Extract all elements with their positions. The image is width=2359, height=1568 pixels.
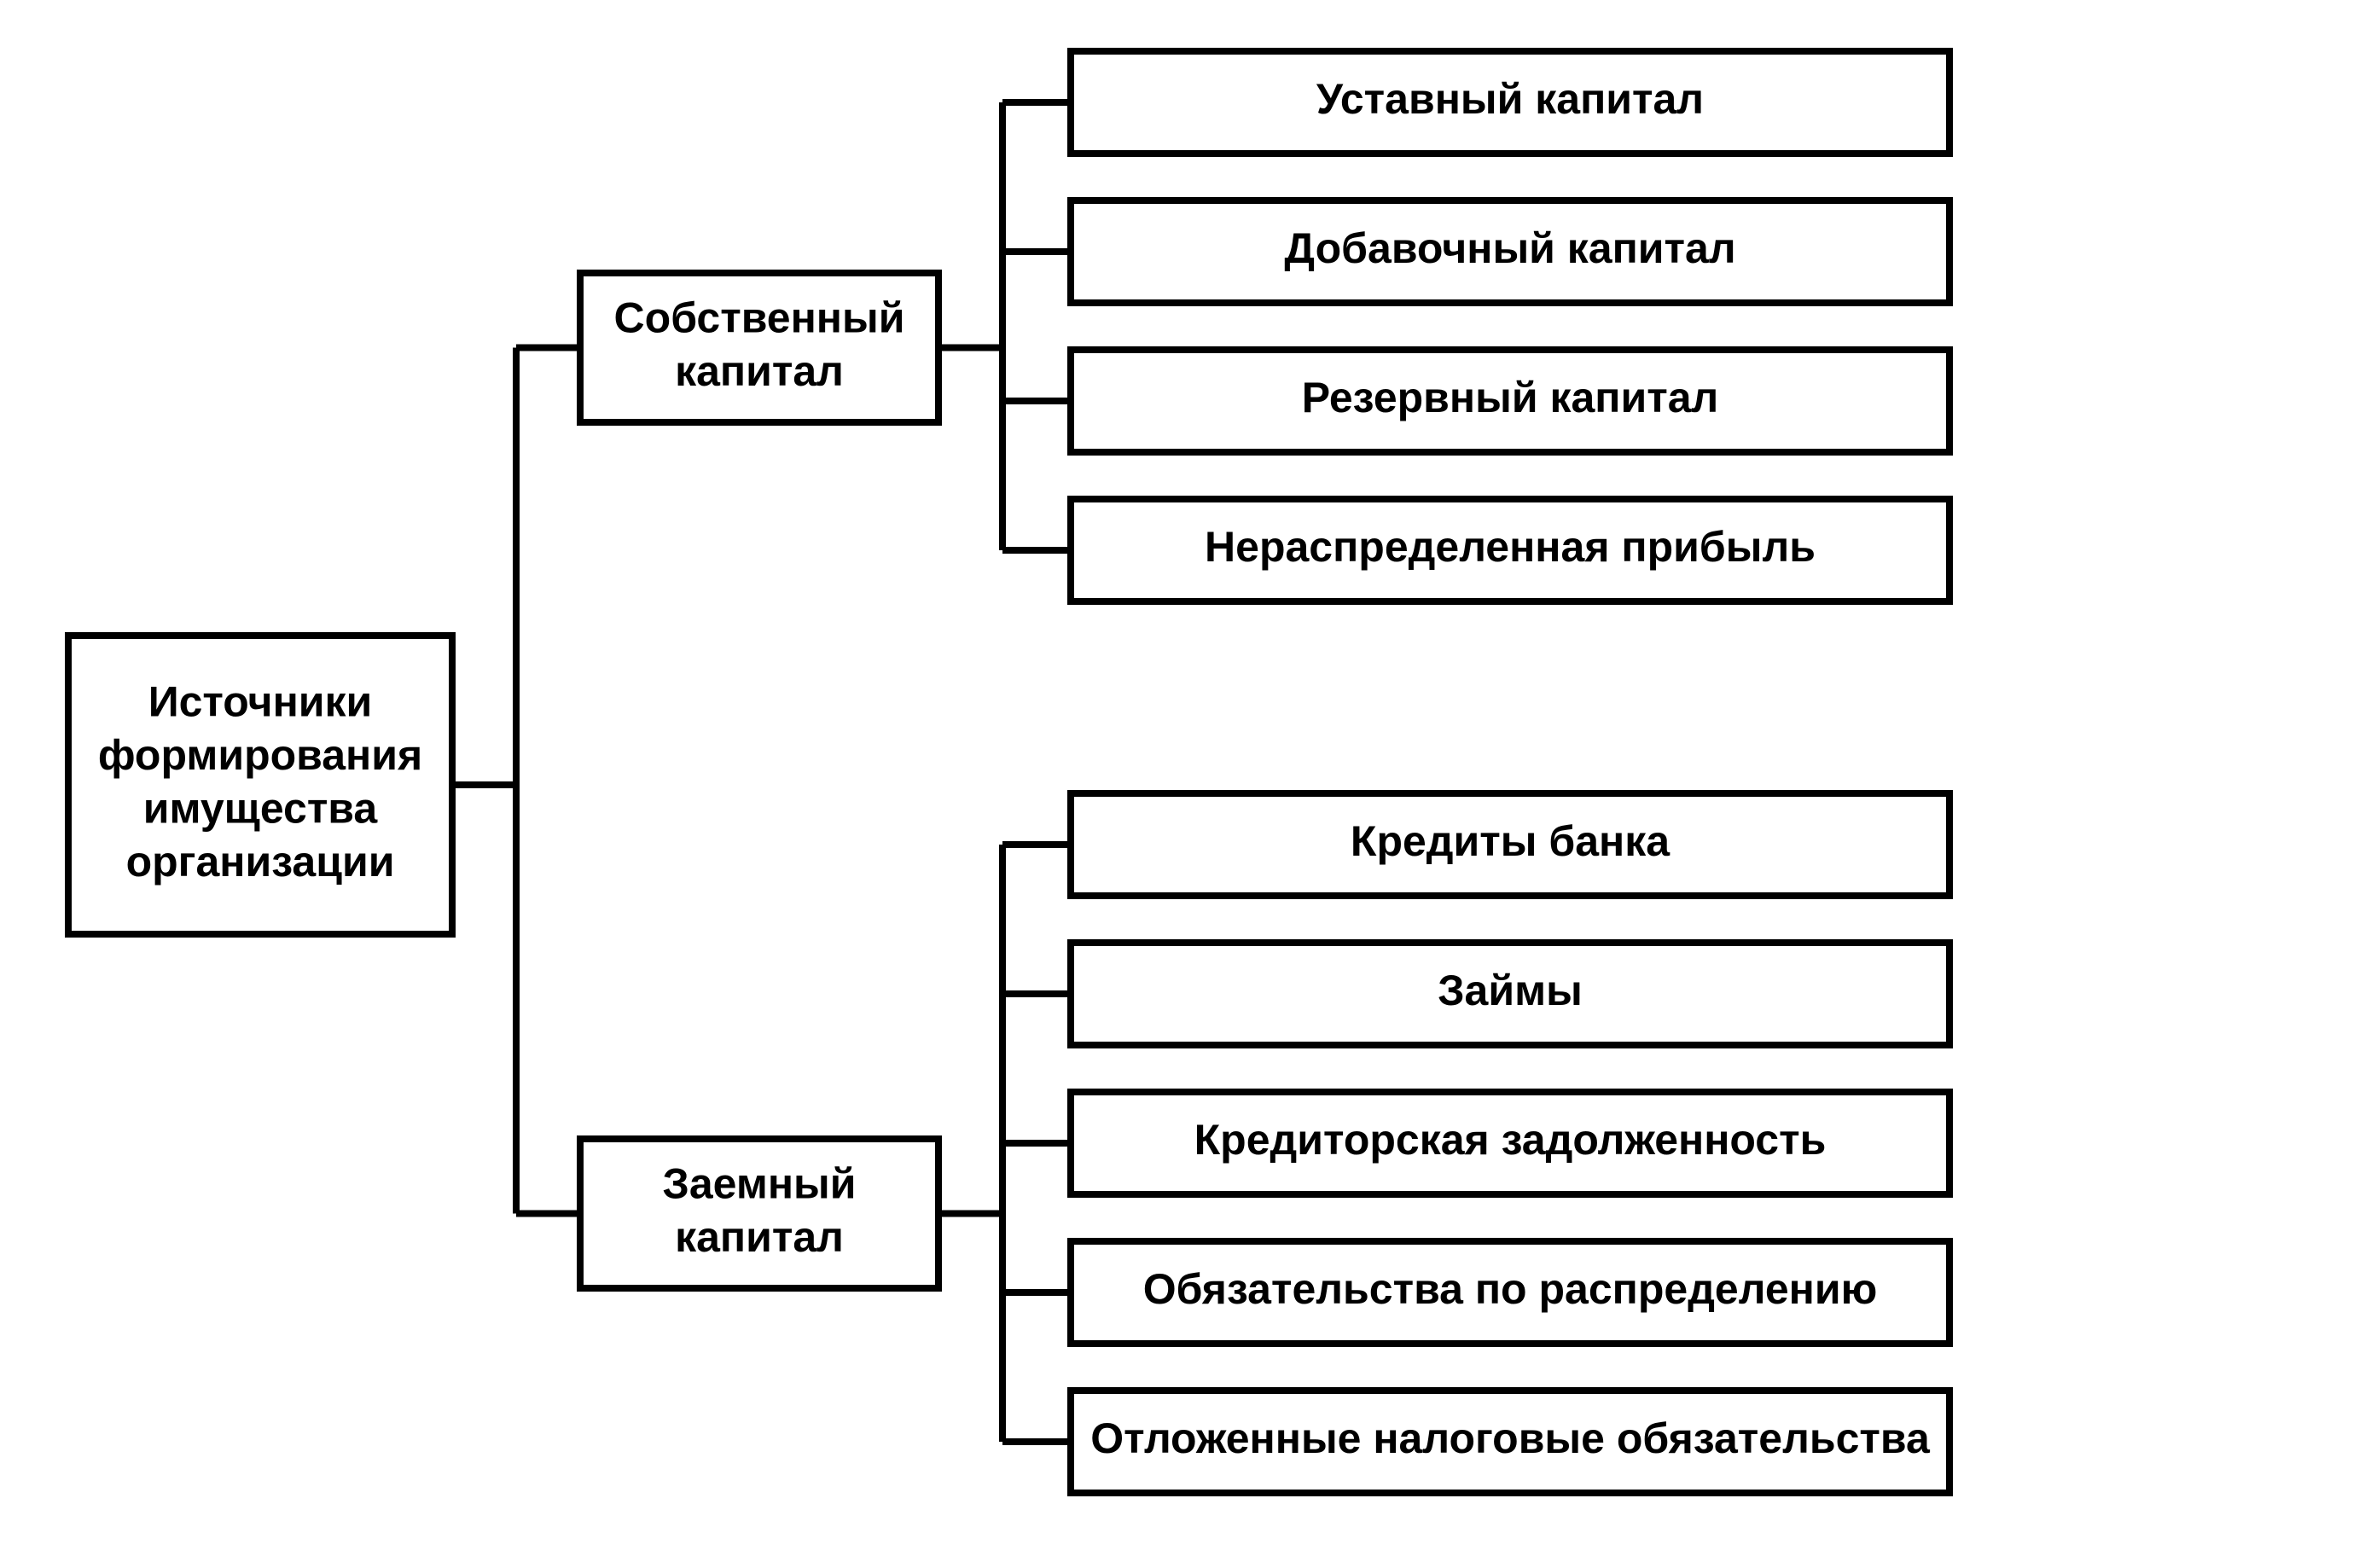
hierarchy-diagram: Источники формирования имущества организаци… (0, 0, 2359, 1568)
root-node-label: формирования (98, 731, 422, 779)
leaf-loan-4-label: Отложенные налоговые обязательства (1090, 1414, 1931, 1462)
mid-node-own-capital-label: Собственный (614, 293, 905, 341)
leaf-own-1-label: Добавочный капитал (1284, 224, 1735, 272)
root-node-label: организации (126, 838, 395, 886)
leaf-loan-0-label: Кредиты банка (1351, 817, 1670, 865)
root-node-label: имущества (143, 784, 379, 832)
mid-node-own-capital-label: капитал (675, 347, 844, 395)
leaf-loan-1-label: Займы (1438, 967, 1583, 1014)
leaf-own-0-label: Уставный капитал (1316, 75, 1704, 123)
leaf-own-2-label: Резервный капитал (1302, 374, 1719, 421)
mid-node-loan-capital-label: Заемный (663, 1159, 857, 1207)
leaf-own-3-label: Нераспределенная прибыль (1205, 523, 1816, 571)
mid-node-loan-capital-label: капитал (675, 1213, 844, 1261)
leaf-loan-2-label: Кредиторская задолженность (1194, 1116, 1827, 1164)
leaf-loan-3-label: Обязательства по распределению (1143, 1265, 1878, 1313)
root-node-label: Источники (148, 677, 373, 725)
